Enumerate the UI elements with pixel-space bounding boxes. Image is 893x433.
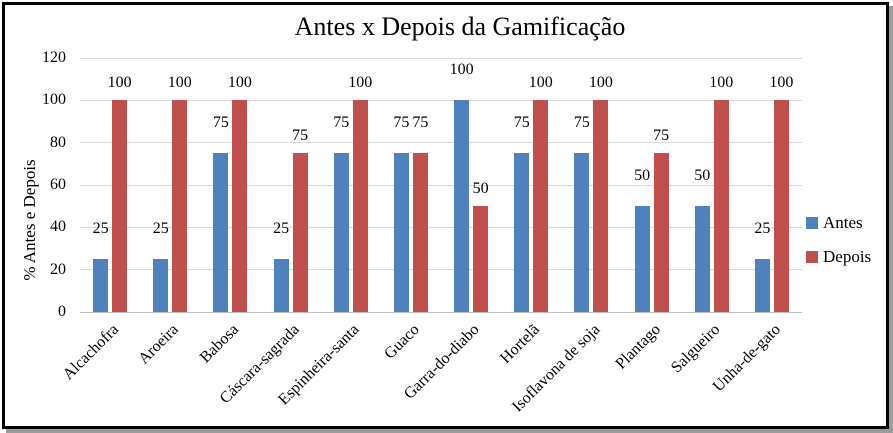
- value-label-depois-0: 100: [107, 74, 132, 92]
- value-label-antes-8: 75: [573, 114, 590, 132]
- gridline-40: [80, 226, 802, 228]
- bar-depois-8: [593, 100, 609, 312]
- x-category-label: Guaco: [381, 321, 423, 363]
- bar-depois-0: [112, 100, 128, 312]
- value-label-depois-9: 75: [653, 127, 670, 145]
- value-label-antes-9: 50: [634, 167, 651, 185]
- value-label-depois-1: 100: [167, 74, 192, 92]
- legend: Antes Depois: [806, 214, 871, 265]
- x-category-label: Alcachofra: [59, 321, 123, 384]
- bar-depois-6: [473, 206, 489, 312]
- y-tick-label: 100: [42, 91, 66, 109]
- value-label-antes-4: 75: [333, 114, 350, 132]
- gridline-20: [80, 269, 802, 271]
- bar-antes-10: [694, 206, 710, 312]
- x-category-label: Plantago: [611, 321, 664, 373]
- value-label-depois-3: 75: [292, 127, 309, 145]
- bar-antes-0: [93, 259, 109, 312]
- bar-antes-8: [574, 153, 590, 312]
- bar-antes-2: [213, 153, 229, 312]
- bar-antes-7: [514, 153, 530, 312]
- value-label-depois-6: 50: [472, 180, 489, 198]
- legend-swatch-antes-icon: [806, 216, 818, 229]
- value-label-depois-2: 100: [227, 74, 252, 92]
- y-tick-label: 0: [58, 303, 66, 320]
- value-label-antes-6: 100: [449, 61, 474, 79]
- bar-depois-4: [352, 100, 368, 312]
- y-tick-label: 80: [50, 133, 66, 151]
- x-category-label: Salgueiro: [668, 321, 724, 377]
- value-label-depois-10: 100: [709, 74, 734, 92]
- x-category-label: Hortelã: [497, 321, 544, 367]
- bar-antes-1: [153, 259, 169, 312]
- gridline-60: [80, 184, 802, 186]
- bar-antes-9: [634, 206, 650, 312]
- chart-frame: [2, 2, 889, 429]
- legend-item-antes: Antes: [806, 214, 871, 231]
- chart-title: Antes x Depois da Gamificação: [294, 12, 626, 41]
- value-label-depois-7: 100: [528, 74, 553, 92]
- bar-depois-5: [412, 153, 428, 312]
- bar-depois-9: [653, 153, 669, 312]
- legend-item-depois: Depois: [806, 248, 871, 265]
- legend-label-depois: Depois: [823, 247, 872, 266]
- bar-depois-2: [232, 100, 248, 312]
- value-label-antes-10: 50: [694, 167, 711, 185]
- legend-label-antes: Antes: [823, 213, 863, 232]
- gridline-0: [80, 311, 802, 313]
- x-category-label: Aroeira: [135, 321, 183, 368]
- bar-antes-5: [393, 153, 409, 312]
- bar-depois-7: [533, 100, 549, 312]
- bar-chart: Antes x Depois da Gamificação % Antes e …: [20, 12, 871, 415]
- bar-depois-10: [713, 100, 729, 312]
- value-label-antes-7: 75: [513, 114, 530, 132]
- gridline-100: [80, 99, 802, 101]
- value-label-antes-0: 25: [92, 220, 109, 238]
- bar-antes-3: [273, 259, 289, 312]
- value-label-depois-5: 75: [412, 114, 429, 132]
- y-tick-label: 40: [50, 218, 66, 236]
- gridline-80: [80, 142, 802, 144]
- x-category-label: Babosa: [197, 321, 243, 367]
- bar-antes-4: [333, 153, 349, 312]
- legend-swatch-depois-icon: [806, 250, 818, 263]
- bar-depois-3: [292, 153, 308, 312]
- bar-antes-6: [454, 100, 470, 312]
- gridline-120: [80, 57, 802, 59]
- y-tick-label: 120: [42, 49, 66, 66]
- y-tick-label: 60: [50, 176, 66, 193]
- value-label-antes-11: 25: [754, 220, 771, 238]
- value-label-antes-3: 25: [273, 220, 290, 238]
- value-label-depois-8: 100: [588, 74, 613, 92]
- bar-depois-1: [172, 100, 188, 312]
- value-label-depois-4: 100: [348, 74, 373, 92]
- bar-depois-11: [773, 100, 789, 312]
- value-label-antes-2: 75: [212, 114, 229, 132]
- value-label-depois-11: 100: [769, 74, 794, 92]
- value-label-antes-1: 25: [152, 220, 169, 238]
- value-label-antes-5: 75: [393, 114, 410, 132]
- y-tick-label: 20: [50, 260, 66, 278]
- bar-antes-11: [754, 259, 770, 312]
